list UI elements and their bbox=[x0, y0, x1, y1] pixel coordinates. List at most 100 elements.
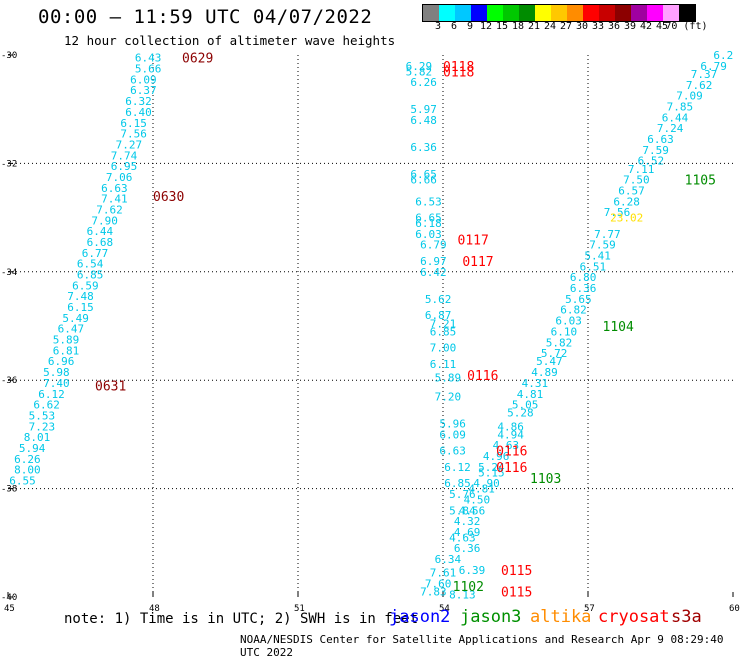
swh-point: 6.12 bbox=[444, 461, 471, 474]
y-tick-label: -30 bbox=[1, 51, 17, 61]
colorbar-label: 30 bbox=[575, 21, 589, 32]
swh-point: 6.85 bbox=[444, 477, 471, 490]
swh-point: 6.40 bbox=[125, 106, 152, 119]
colorbar-label: 18 bbox=[511, 21, 525, 32]
colorbar-swatch bbox=[583, 5, 599, 21]
swh-point: 6.26 bbox=[410, 76, 437, 89]
swh-point: 6.26 bbox=[14, 453, 41, 466]
swh-point: 7.61 bbox=[430, 567, 457, 580]
swh-point: 5.72 bbox=[541, 347, 568, 360]
swh-point: 6.15 bbox=[67, 301, 94, 314]
y-tick-label: -32 bbox=[1, 159, 17, 169]
swh-point: 5.76 bbox=[449, 488, 476, 501]
swh-point: 7.06 bbox=[106, 171, 133, 184]
colorbar-label: 21 bbox=[527, 21, 541, 32]
swh-point: 7.74 bbox=[111, 149, 138, 162]
colorbar-swatch bbox=[471, 5, 487, 21]
colorbar-swatch bbox=[439, 5, 455, 21]
swh-point: 5.53 bbox=[29, 409, 56, 422]
swh-point: 7.00 bbox=[430, 342, 457, 355]
swh-point: 4.81 bbox=[468, 483, 495, 496]
swh-point: 4.69 bbox=[454, 526, 481, 539]
chart-subtitle: 12 hour collection of altimeter wave hei… bbox=[64, 33, 396, 48]
swh-point: 7.20 bbox=[435, 390, 462, 403]
x-tick-label: 48 bbox=[149, 604, 160, 614]
swh-point: 6.65 bbox=[410, 168, 437, 181]
swh-point: 5.05 bbox=[512, 399, 539, 412]
swh-point: 7.60 bbox=[425, 577, 452, 590]
wave-height-colorbar bbox=[422, 4, 696, 22]
colorbar-label: 33 bbox=[591, 21, 605, 32]
swh-point: 6.79 bbox=[700, 60, 727, 73]
swh-point: 5.84 bbox=[449, 504, 476, 517]
swh-point: 6.39 bbox=[459, 564, 486, 577]
swh-point: 7.77 bbox=[594, 228, 621, 241]
y-tick-label: -34 bbox=[1, 268, 17, 278]
swh-point: 5.94 bbox=[19, 442, 46, 455]
swh-point: 4.81 bbox=[517, 388, 544, 401]
swh-point: 7.85 bbox=[667, 100, 694, 113]
colorbar-swatch bbox=[631, 5, 647, 21]
swh-point: 7.83 bbox=[420, 586, 447, 599]
swh-point: 6.55 bbox=[9, 474, 36, 487]
swh-point: 6.51 bbox=[580, 260, 607, 273]
colorbar-swatch bbox=[551, 5, 567, 21]
colorbar-label: 24 bbox=[543, 21, 557, 32]
pass-time-label: 1103 bbox=[530, 472, 561, 487]
swh-point: 6.81 bbox=[53, 344, 80, 357]
swh-point: 6.36 bbox=[410, 141, 437, 154]
footnote: note: 1) Time is in UTC; 2) SWH is in fe… bbox=[64, 611, 419, 627]
swh-point: 6.62 bbox=[33, 399, 60, 412]
swh-point: 7.48 bbox=[67, 290, 94, 303]
pass-time-label: 0630 bbox=[153, 190, 184, 205]
swh-point: 5.97 bbox=[410, 103, 437, 116]
swh-point: 8.00 bbox=[14, 464, 41, 477]
x-tick-label: 60 bbox=[729, 604, 740, 614]
colorbar-swatch bbox=[647, 5, 663, 21]
swh-point: 6.53 bbox=[415, 195, 442, 208]
pass-time-label: 0115 bbox=[501, 564, 532, 579]
pass-time-label: 0118 bbox=[443, 60, 474, 75]
colorbar-swatch bbox=[663, 5, 679, 21]
swh-point: 7.56 bbox=[120, 128, 147, 141]
y-tick-label: -40 bbox=[1, 593, 17, 603]
swh-point: 6.11 bbox=[430, 358, 457, 371]
swh-point: 4.32 bbox=[454, 515, 481, 528]
swh-point: 4.90 bbox=[473, 477, 500, 490]
colorbar-swatch bbox=[487, 5, 503, 21]
swh-point: 7.24 bbox=[657, 122, 684, 135]
swh-point: 6.03 bbox=[555, 315, 582, 328]
swh-point: 6.68 bbox=[87, 236, 114, 249]
swh-point: 5.41 bbox=[584, 250, 611, 263]
colorbar-label: 9 bbox=[466, 21, 474, 32]
swh-point: 6.44 bbox=[87, 225, 114, 238]
swh-point: 6.87 bbox=[425, 309, 452, 322]
swh-point: 6.97 bbox=[420, 255, 447, 268]
swh-point: 8.13 bbox=[449, 588, 476, 601]
swh-point: 7.23 bbox=[29, 420, 56, 433]
colorbar-label: 42 bbox=[639, 21, 653, 32]
swh-point: 7.59 bbox=[589, 239, 616, 252]
swh-point: 5.24 bbox=[478, 461, 505, 474]
swh-point: 7.37 bbox=[691, 68, 718, 81]
swh-point: 4.63 bbox=[449, 531, 476, 544]
swh-point: 7.11 bbox=[628, 163, 655, 176]
swh-point: 6.57 bbox=[618, 185, 645, 198]
pass-time-label: 1104 bbox=[603, 320, 634, 335]
swh-point: 6.09 bbox=[439, 428, 466, 441]
colorbar-swatch bbox=[503, 5, 519, 21]
swh-point: 7.09 bbox=[676, 90, 703, 103]
swh-point: 5.98 bbox=[43, 366, 70, 379]
colorbar-label: 36 bbox=[607, 21, 621, 32]
x-tick-label: 51 bbox=[294, 604, 305, 614]
swh-point: 7.62 bbox=[96, 203, 123, 216]
colorbar-swatch bbox=[615, 5, 631, 21]
legend-jason3: jason3 bbox=[460, 607, 522, 627]
swh-point: 5.65 bbox=[565, 293, 592, 306]
swh-point: 6.03 bbox=[415, 228, 442, 241]
swh-point: 6.18 bbox=[415, 217, 442, 230]
swh-point: 6.65 bbox=[415, 212, 442, 225]
swh-point: 5.96 bbox=[439, 418, 466, 431]
colorbar-label: 12 bbox=[479, 21, 493, 32]
swh-point: 6.54 bbox=[77, 258, 104, 271]
